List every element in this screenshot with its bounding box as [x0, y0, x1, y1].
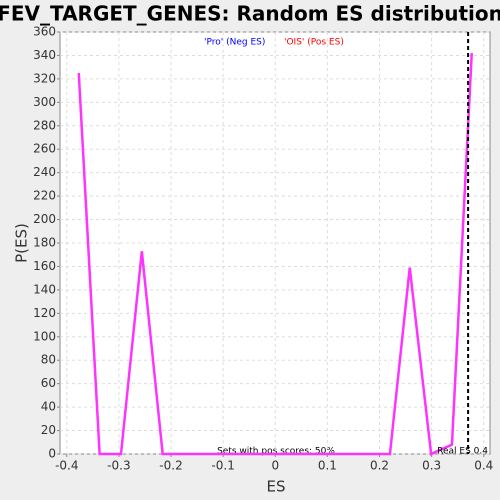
y-axis-label: P(ES)	[13, 223, 31, 263]
y-tick-label: 0	[48, 447, 56, 461]
x-tick-label: 0.4	[474, 459, 493, 473]
y-tick-label: 120	[33, 306, 56, 320]
y-tick-label: 340	[33, 48, 56, 62]
y-tick-label: 100	[33, 329, 56, 343]
x-tick-label: 0.2	[370, 459, 389, 473]
x-tick-label: -0.4	[55, 459, 78, 473]
y-tick-label: 160	[33, 259, 56, 273]
legend-entry: 'Pro' (Neg ES)	[204, 38, 265, 48]
y-tick-label: 60	[41, 376, 56, 390]
real-es-label: Real ES 0.4	[437, 447, 488, 457]
y-tick-label: 320	[33, 71, 56, 85]
y-tick-label: 80	[41, 353, 56, 367]
x-tick-label: -0.1	[211, 459, 234, 473]
y-tick-label: 280	[33, 118, 56, 132]
x-tick-label: -0.2	[159, 459, 182, 473]
y-tick-label: 240	[33, 165, 56, 179]
legend-entry: 'OIS' (Pos ES)	[284, 38, 344, 48]
line-series	[77, 53, 474, 456]
y-tick-label: 360	[33, 25, 56, 39]
x-tick-label: 0.3	[422, 459, 441, 473]
y-tick-label: 20	[41, 423, 56, 437]
chart-title: FEV_TARGET_GENES: Random ES distribution	[0, 2, 500, 26]
x-tick-label: 0	[271, 459, 279, 473]
y-tick-label: 40	[41, 400, 56, 414]
y-tick-label: 220	[33, 189, 56, 203]
y-tick-label: 180	[33, 236, 56, 250]
x-tick-label: -0.3	[107, 459, 130, 473]
x-tick-label: 0.1	[318, 459, 337, 473]
y-tick-label: 140	[33, 282, 56, 296]
y-tick-label: 200	[33, 212, 56, 226]
annotation: Sets with pos scores: 50%	[217, 447, 335, 457]
y-tick-label: 260	[33, 142, 56, 156]
y-tick-label: 300	[33, 95, 56, 109]
x-axis-label: ES	[267, 478, 286, 496]
